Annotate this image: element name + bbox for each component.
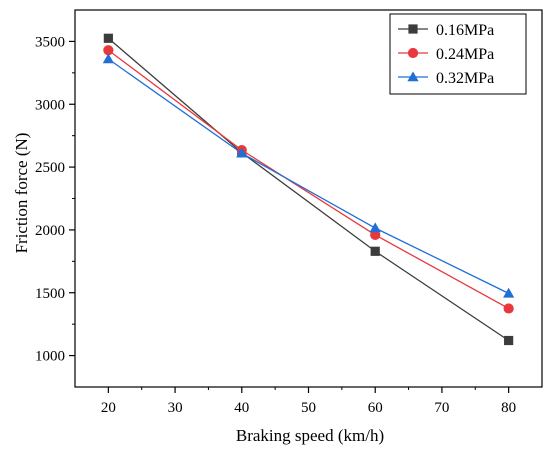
x-axis-ticks: 20 30 40 50 60 70 80 [101, 387, 516, 416]
legend-label: 0.24MPa [436, 46, 494, 63]
y-tick-label: 1000 [35, 349, 65, 365]
series-line [107, 49, 509, 310]
legend-label: 0.16MPa [436, 22, 494, 39]
series-line [107, 37, 510, 342]
data-point [103, 45, 114, 56]
data-point [369, 222, 381, 233]
y-tick-label: 2000 [35, 223, 65, 239]
series-layer [102, 33, 515, 346]
legend-label: 0.32MPa [436, 70, 494, 87]
y-axis-label: Friction force (N) [12, 133, 31, 254]
series-line [107, 58, 509, 294]
legend-item: 0.32MPa [398, 70, 494, 87]
x-tick-label: 80 [501, 400, 516, 416]
data-point [236, 147, 248, 158]
y-axis-ticks: 1000 1500 2000 2500 3000 3500 [35, 34, 75, 365]
x-tick-label: 50 [301, 400, 316, 416]
x-axis-label: Braking speed (km/h) [236, 426, 384, 445]
legend-marker [407, 71, 419, 82]
y-tick-label: 3500 [35, 34, 65, 50]
data-point [503, 287, 515, 298]
legend-item: 0.16MPa [398, 22, 494, 39]
y-tick-label: 1500 [35, 286, 65, 302]
y-tick-label: 3000 [35, 97, 65, 113]
data-point [102, 53, 114, 64]
x-tick-label: 20 [101, 400, 116, 416]
x-tick-label: 70 [434, 400, 449, 416]
x-tick-label: 60 [368, 400, 383, 416]
x-tick-label: 40 [234, 400, 249, 416]
legend-marker [408, 24, 418, 34]
legend-item: 0.24MPa [398, 46, 494, 63]
data-point [504, 335, 514, 346]
x-tick-label: 30 [168, 400, 183, 416]
data-point [503, 303, 514, 314]
legend-marker [407, 47, 419, 59]
series-0.32MPa [102, 53, 515, 298]
y-tick-label: 2500 [35, 160, 65, 176]
data-point [103, 33, 113, 43]
data-point [370, 246, 380, 256]
data-point [370, 229, 381, 241]
legend: 0.16MPa 0.24MPa 0.32MPa [389, 13, 527, 95]
